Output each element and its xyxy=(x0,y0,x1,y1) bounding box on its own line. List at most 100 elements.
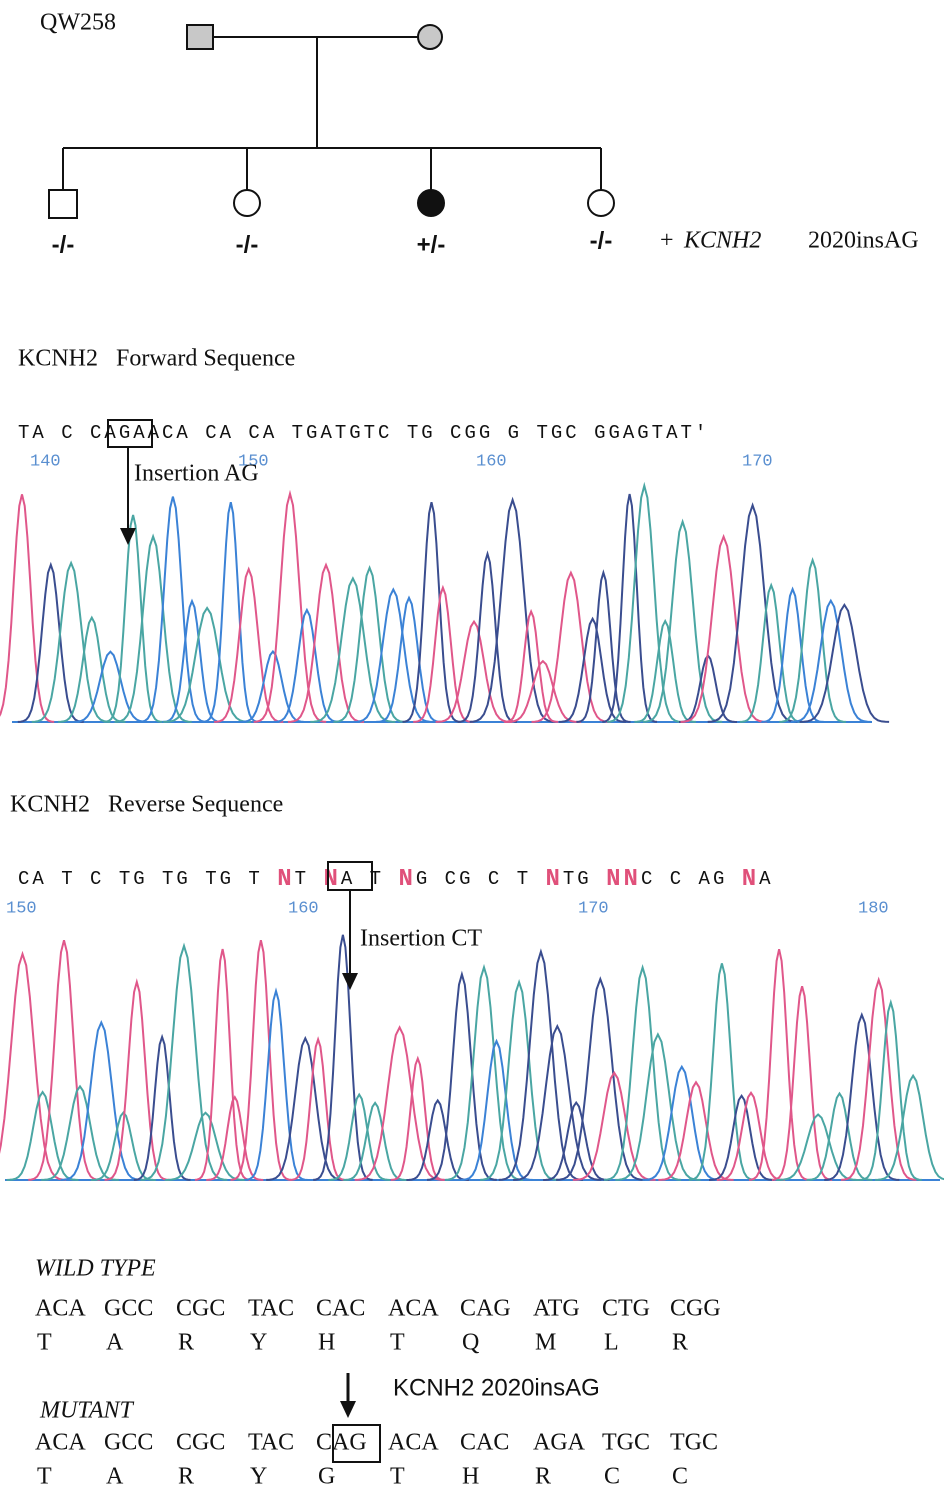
codon: CGC xyxy=(176,1430,225,1456)
forward-bases: TA C CAGAACA CA CA TGATGTC TG CGG G TGC … xyxy=(18,422,709,444)
legend-sign: + xyxy=(660,228,674,254)
amino-acid: C xyxy=(672,1464,688,1488)
amino-acid: R xyxy=(672,1330,688,1356)
mutant-label: MUTANT xyxy=(39,1398,135,1424)
codon: ATG xyxy=(533,1296,580,1322)
base-call: A xyxy=(759,868,773,890)
trace-peak xyxy=(104,515,162,722)
mutant-annotation: KCNH2 2020insAG xyxy=(393,1374,600,1401)
trace-peak xyxy=(427,974,497,1180)
codon: GCC xyxy=(104,1430,153,1456)
amino-acid: T xyxy=(390,1330,405,1356)
amino-acid: M xyxy=(535,1330,556,1356)
amino-acid: A xyxy=(106,1464,124,1488)
amino-acid: L xyxy=(604,1330,619,1356)
forward-chromatogram xyxy=(0,486,889,722)
wild-type-sequence: ACATGCCACGCRTACYCACHACATCAGQATGMCTGLCGGR xyxy=(35,1296,721,1356)
base-call: G CG C T xyxy=(416,868,546,890)
trace-peak xyxy=(139,497,206,722)
trace-peak xyxy=(105,982,170,1180)
affected-daughter xyxy=(418,190,444,216)
trace-peak xyxy=(436,622,513,722)
amino-acid: C xyxy=(604,1464,620,1488)
trace-peak xyxy=(824,1015,899,1180)
position: 150 xyxy=(6,899,37,918)
reverse-annotation: Insertion CT xyxy=(360,926,482,952)
codon: ACA xyxy=(388,1296,439,1322)
codon: ACA xyxy=(35,1296,86,1322)
family-id: QW258 xyxy=(40,10,116,36)
codon: TAC xyxy=(248,1430,294,1456)
codon: ACA xyxy=(388,1430,439,1456)
trace-peak xyxy=(214,569,283,722)
legend-gene: KCNH2 xyxy=(683,228,761,254)
base-call: N xyxy=(742,866,759,893)
forward-title: KCNH2 Forward Sequence xyxy=(18,346,295,372)
trace-peak xyxy=(458,554,517,722)
figure: QW258 -/- -/- +/- -/- + KCNH2 2020insAG … xyxy=(0,0,944,1488)
codon: CGC xyxy=(176,1296,225,1322)
daughter xyxy=(588,190,614,216)
codon: ACA xyxy=(35,1430,86,1456)
reverse-title: KCNH2 Reverse Sequence xyxy=(10,792,283,818)
arrow-head xyxy=(340,1401,356,1418)
codon: TAC xyxy=(248,1296,294,1322)
father xyxy=(187,25,213,49)
base-call: C C AG xyxy=(641,868,742,890)
codon: CAG xyxy=(460,1296,511,1322)
base-call: CA T C TG TG TG T xyxy=(18,868,277,890)
genotype: -/- xyxy=(590,227,613,254)
reverse-chromatogram xyxy=(0,935,944,1180)
pedigree xyxy=(49,25,614,218)
trace-peak xyxy=(749,949,809,1180)
forward-annotation: Insertion AG xyxy=(134,461,259,487)
amino-acid: A xyxy=(106,1330,124,1356)
base-call: N xyxy=(277,866,294,893)
position: 160 xyxy=(476,452,507,471)
amino-acid: G xyxy=(318,1464,335,1488)
trace-peak xyxy=(203,502,259,722)
genotype: -/- xyxy=(52,231,75,258)
amino-acid: Y xyxy=(250,1330,267,1356)
trace-peak xyxy=(391,1059,445,1180)
trace-peak xyxy=(195,949,250,1180)
genotype: +/- xyxy=(417,231,446,258)
codon: TGC xyxy=(670,1430,718,1456)
base-call: TG xyxy=(563,868,606,890)
codon: TGC xyxy=(602,1430,650,1456)
base-call: N xyxy=(546,866,563,893)
codon: CGG xyxy=(670,1296,721,1322)
trace-peak xyxy=(772,986,832,1180)
mother xyxy=(418,25,442,49)
position: 170 xyxy=(742,452,773,471)
amino-acid: T xyxy=(390,1464,405,1488)
position: 140 xyxy=(30,452,61,471)
trace-peak xyxy=(602,494,657,722)
legend-mutation: 2020insAG xyxy=(808,228,919,254)
trace-peak xyxy=(28,940,99,1180)
base-call: NN xyxy=(606,866,641,893)
reverse-bases: CA T C TG TG TG T NT NA T NG CG C T NTG … xyxy=(18,866,774,893)
wild-type-label: WILD TYPE xyxy=(35,1256,156,1282)
position: 170 xyxy=(578,899,609,918)
amino-acid: H xyxy=(318,1330,335,1356)
arrow-head xyxy=(120,528,136,545)
base-call: A T xyxy=(341,868,399,890)
amino-acid: R xyxy=(178,1330,194,1356)
son xyxy=(49,190,77,218)
codon: GCC xyxy=(104,1296,153,1322)
codon: CAC xyxy=(460,1430,509,1456)
position: 180 xyxy=(858,899,889,918)
position: 160 xyxy=(288,899,319,918)
trace-peak xyxy=(0,494,54,722)
codon: AGA xyxy=(533,1430,586,1456)
amino-acid: R xyxy=(178,1464,194,1488)
amino-acid: T xyxy=(37,1464,52,1488)
codon: CAG xyxy=(316,1430,367,1456)
codon: CTG xyxy=(602,1296,650,1322)
codon: CAC xyxy=(316,1296,365,1322)
genotype: -/- xyxy=(236,231,259,258)
base-call: T xyxy=(295,868,324,890)
arrow-head xyxy=(342,973,358,990)
